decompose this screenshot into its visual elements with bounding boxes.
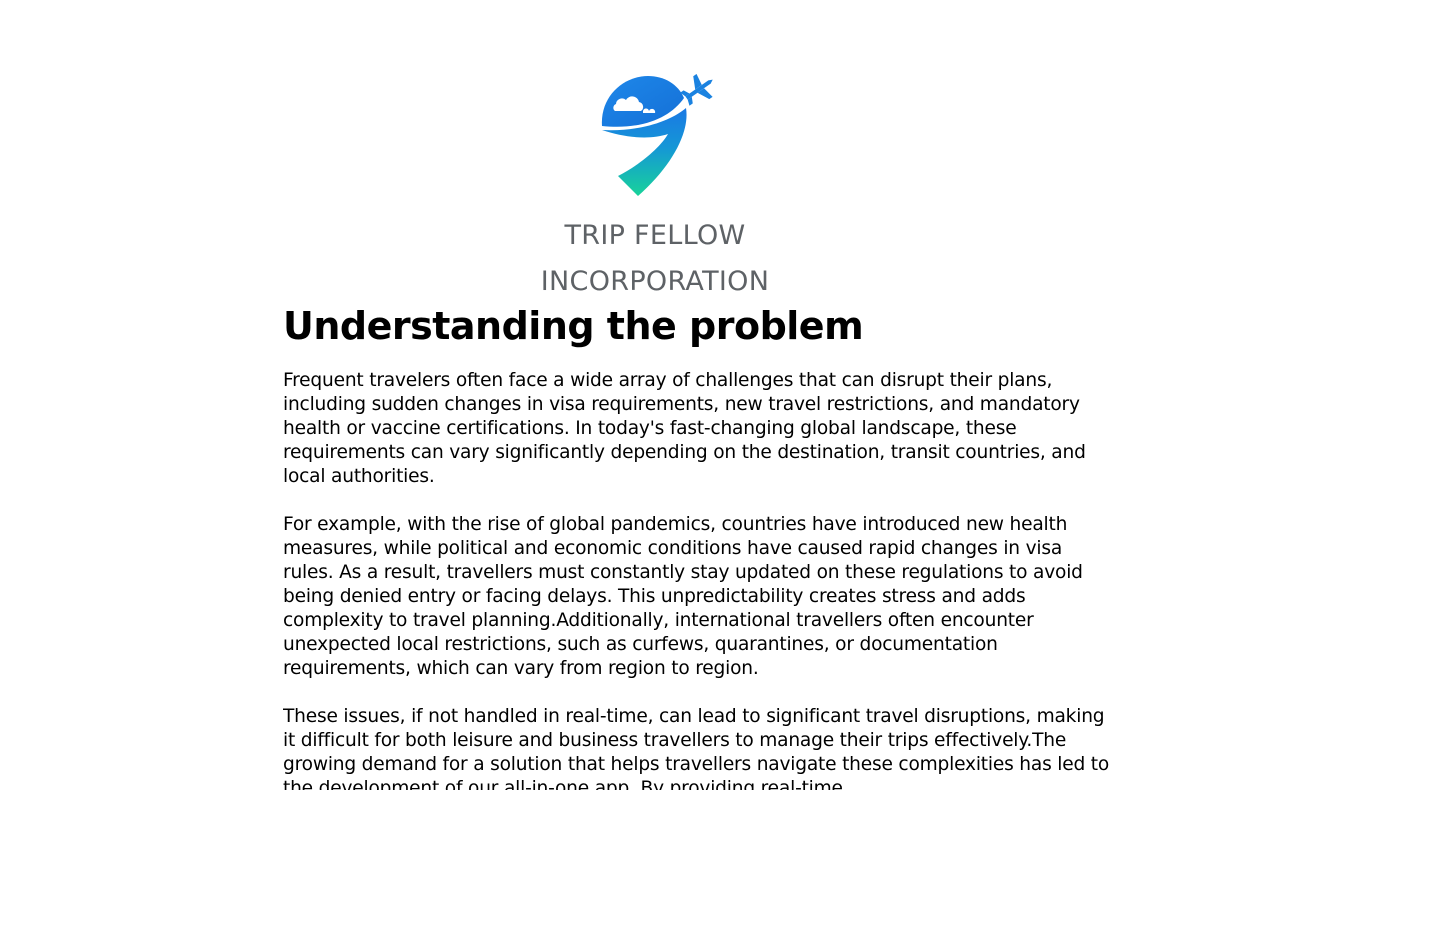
article: Understanding the problem Frequent trave… (283, 304, 1113, 790)
article-paragraph: For example, with the rise of global pan… (283, 514, 1083, 679)
logo-text-line-1: TRIP FELLOW (564, 220, 746, 251)
company-logo: TRIP FELLOW INCORPORATION (520, 70, 790, 305)
logo-text-line-2: INCORPORATION (540, 266, 770, 297)
map-pin-plane-icon (601, 74, 713, 196)
article-paragraph: These issues, if not handled in real-tim… (283, 706, 1110, 790)
article-heading: Understanding the problem (283, 304, 864, 348)
article-paragraph: Frequent travelers often face a wide arr… (283, 370, 1086, 487)
